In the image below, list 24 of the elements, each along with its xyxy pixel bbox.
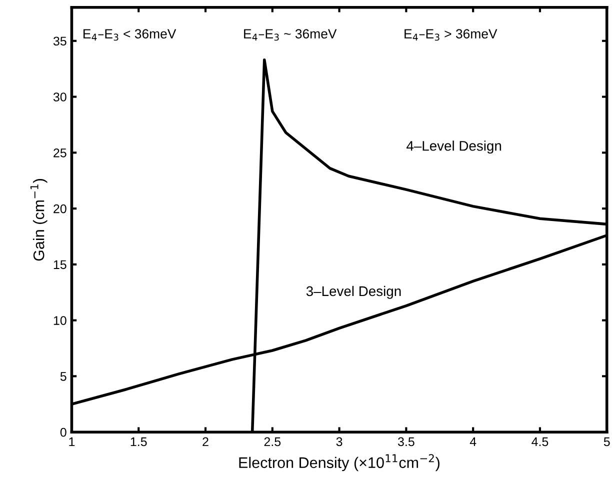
- x-tick-label: 2: [202, 437, 208, 446]
- annotation: E$_{4}$–E$_{3}$ > 36meV: [404, 29, 498, 41]
- y-tick-label: 30: [53, 92, 66, 102]
- x-tick-label: 1.5: [130, 437, 147, 446]
- x-axis-title: Electron Density (×10$^{11}$cm$^{−2}$): [239, 454, 440, 472]
- annotation: E$_{4}$–E$_{3}$ < 36meV: [84, 29, 176, 41]
- series-label: 3–Level Design: [306, 286, 401, 299]
- x-tick-label: 4: [470, 437, 476, 446]
- y-tick-label: 10: [54, 316, 66, 325]
- y-axis-title: Gain (cm$^{−1}$): [30, 178, 48, 261]
- x-tick-label: 1: [69, 437, 75, 446]
- y-tick-label: 20: [54, 204, 66, 214]
- x-tick-label: 4.5: [532, 437, 548, 446]
- x-tick-label: 5: [604, 437, 610, 446]
- x-tick-label: 2.5: [264, 437, 281, 446]
- y-tick-label: 25: [54, 148, 66, 158]
- y-tick-label: 15: [54, 260, 66, 270]
- x-tick-label: 3.5: [398, 437, 414, 446]
- annotation: E$_{4}$–E$_{3}$ ~ 36meV: [244, 29, 337, 41]
- text: 4–Level Design: [406, 140, 502, 154]
- x-tick-label: 3: [336, 437, 342, 446]
- y-tick-label: 35: [53, 36, 66, 46]
- y-tick-label: 0: [60, 428, 66, 437]
- y-tick-label: 5: [60, 372, 66, 381]
